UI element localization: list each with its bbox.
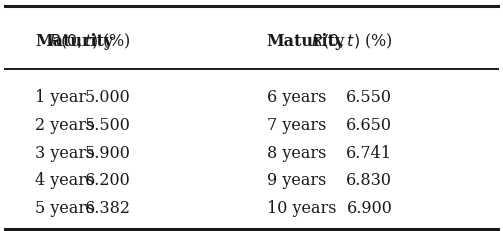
- Text: 6.741: 6.741: [347, 144, 392, 161]
- Text: 5.500: 5.500: [85, 116, 131, 133]
- Text: 6.650: 6.650: [347, 116, 392, 133]
- Text: 6.382: 6.382: [85, 199, 131, 216]
- Text: 6.200: 6.200: [85, 172, 131, 189]
- Text: 6.900: 6.900: [347, 199, 392, 216]
- Text: $\mathit{R}(0,\mathit{t})$ (%): $\mathit{R}(0,\mathit{t})$ (%): [49, 32, 131, 51]
- Text: 5 years: 5 years: [35, 199, 95, 216]
- Text: 9 years: 9 years: [267, 172, 326, 189]
- Text: 2 years: 2 years: [35, 116, 95, 133]
- Text: Maturity: Maturity: [267, 33, 345, 50]
- Text: 5.900: 5.900: [85, 144, 131, 161]
- Text: 8 years: 8 years: [267, 144, 326, 161]
- Text: 3 years: 3 years: [35, 144, 95, 161]
- Text: 7 years: 7 years: [267, 116, 326, 133]
- Text: Maturity: Maturity: [35, 33, 113, 50]
- Text: 4 years: 4 years: [35, 172, 95, 189]
- Text: $\mathit{R}(0,\mathit{t})$ (%): $\mathit{R}(0,\mathit{t})$ (%): [310, 32, 392, 51]
- Text: 10 years: 10 years: [267, 199, 336, 216]
- Text: 6.830: 6.830: [347, 172, 392, 189]
- Text: 6 years: 6 years: [267, 88, 326, 106]
- Text: 5.000: 5.000: [85, 88, 131, 106]
- Text: 1 year: 1 year: [35, 88, 87, 106]
- Text: 6.550: 6.550: [347, 88, 392, 106]
